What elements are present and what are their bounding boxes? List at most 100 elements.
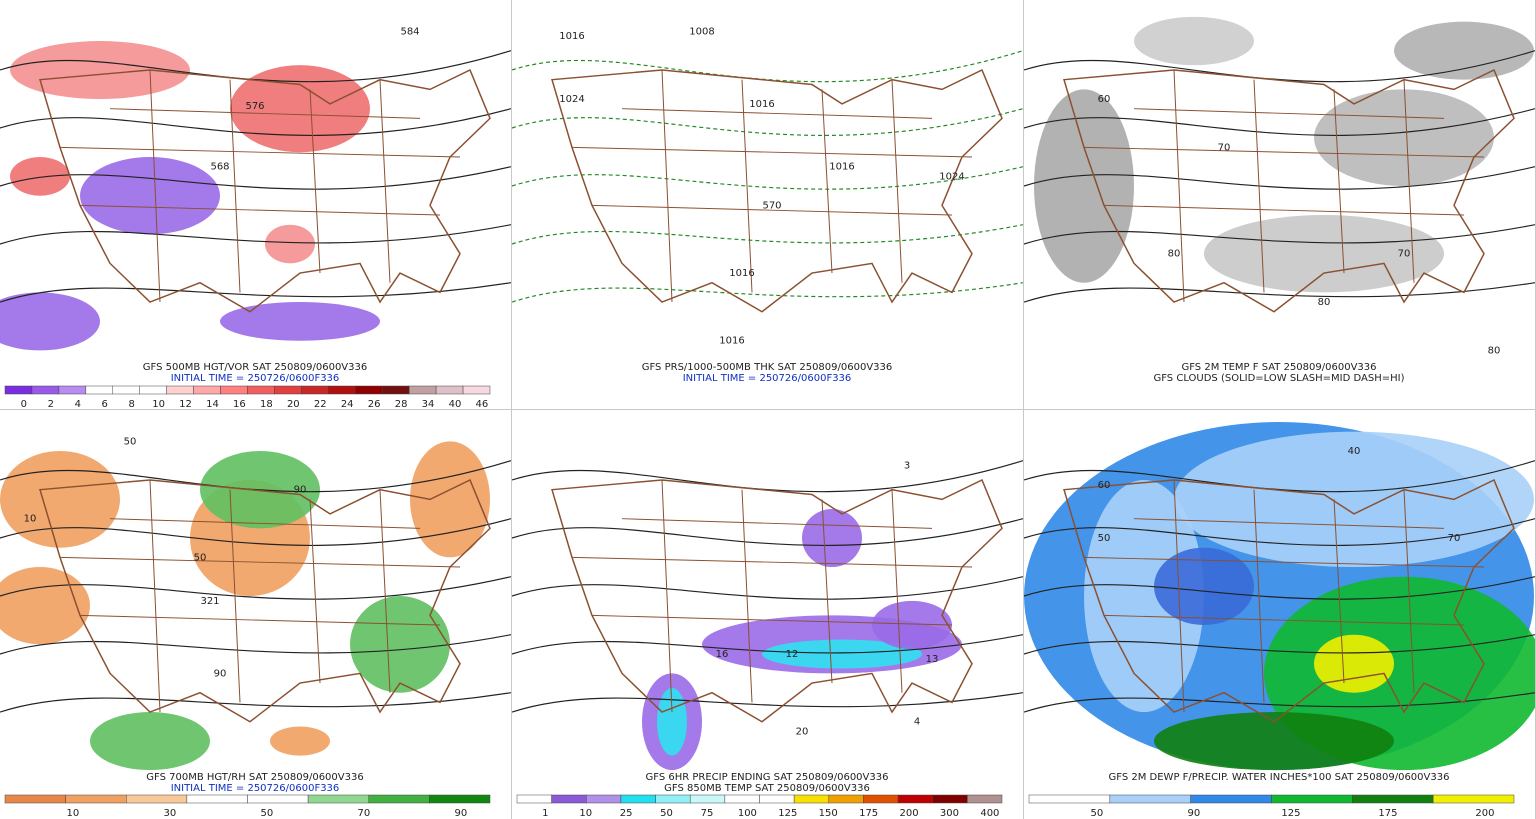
state-border	[1173, 69, 1185, 303]
contour	[512, 518, 1023, 546]
colorbar-label: 25	[620, 808, 633, 819]
field-shading	[1034, 89, 1134, 283]
colorbar-swatch	[4, 385, 33, 395]
field-shading	[10, 157, 70, 196]
contour	[0, 576, 511, 600]
state-border	[661, 479, 673, 713]
state-border	[821, 89, 833, 274]
colorbar-swatch	[1352, 794, 1434, 804]
colorbar-swatch	[1028, 794, 1111, 804]
state-border	[821, 499, 833, 684]
colorbar-label: 90	[455, 808, 468, 819]
contour-label: 70	[1448, 533, 1461, 544]
contour	[0, 166, 511, 190]
caption: GFS 6HR PRECIP ENDING SAT 250809/0600V33…	[646, 772, 889, 783]
field-shading	[657, 687, 687, 756]
map	[1024, 16, 1535, 313]
contour-label: 13	[926, 654, 939, 665]
colorbar-swatch	[307, 794, 369, 804]
colorbar-label: 18	[260, 399, 273, 409]
field-shading	[265, 224, 315, 264]
contour-label: 80	[1168, 249, 1181, 260]
state-border	[109, 518, 421, 529]
state-border	[1103, 204, 1465, 216]
colorbar-swatch	[247, 385, 275, 395]
field-shading	[0, 567, 90, 645]
map	[1024, 422, 1535, 771]
map	[512, 460, 1023, 771]
field-shading	[10, 41, 190, 100]
contour-label: 80	[1488, 345, 1501, 356]
state-border	[1083, 556, 1485, 568]
field-shading	[1154, 712, 1394, 771]
state-border	[891, 79, 903, 283]
field-shading	[1174, 431, 1534, 568]
contour-label: 576	[245, 101, 264, 112]
colorbar-swatch	[793, 794, 830, 804]
contour	[0, 224, 511, 245]
colorbar-label: 200	[899, 808, 918, 819]
colorbar-swatch	[586, 794, 622, 804]
state-border	[571, 556, 973, 568]
map-panel: 3 16 12 13 20 4 GFS 6HR PRECIP ENDING SAT 2508…	[512, 410, 1023, 819]
field-shading	[1394, 21, 1534, 80]
contour	[512, 282, 1023, 303]
colorbar-swatch	[247, 794, 309, 804]
country-outline	[39, 479, 491, 723]
colorbar-swatch	[967, 794, 1003, 804]
contour-label: 1016	[829, 162, 854, 173]
state-border	[1133, 108, 1445, 119]
colorbar-swatch	[139, 385, 167, 395]
colorbar-swatch	[4, 794, 66, 804]
colorbar-label: 10	[152, 399, 165, 409]
field-shading	[0, 292, 100, 351]
state-border	[591, 204, 953, 216]
colorbar-label: 50	[1091, 808, 1104, 819]
contour	[0, 282, 511, 303]
contour	[1024, 692, 1535, 713]
field-shading	[1204, 215, 1444, 293]
field-shading	[872, 600, 952, 650]
contour-label: 70	[1398, 249, 1411, 260]
map-panel: 60 70 80 80 70 80 GFS 2M TEMP F SAT 250809/060…	[1024, 0, 1535, 409]
state-border	[79, 204, 441, 216]
map-panel: 60 50 40 70 GFS 2M DEWP F/PRECIP. WATER INCH…	[1024, 410, 1535, 819]
state-border	[621, 108, 933, 119]
colorbar-swatch	[516, 794, 552, 804]
colorbar-label: 40	[449, 399, 462, 409]
country-outline	[551, 479, 1003, 723]
colorbar-label: 28	[395, 399, 408, 409]
colorbar-label: 30	[164, 808, 177, 819]
contour-label: 60	[1098, 94, 1111, 105]
field-shading	[90, 712, 210, 771]
colorbar-swatch	[112, 385, 140, 395]
state-border	[309, 89, 321, 274]
state-border	[1103, 614, 1465, 626]
state-border	[149, 69, 161, 303]
colorbar-swatch	[355, 385, 383, 395]
contour-label: 1008	[689, 26, 714, 37]
caption: GFS 500MB HGT/VOR SAT 250809/0600V336	[143, 362, 367, 373]
contour	[512, 692, 1023, 713]
colorbar-label: 20	[287, 399, 300, 409]
contour	[0, 634, 511, 655]
contour-label: 40	[1348, 446, 1361, 457]
state-border	[1253, 79, 1265, 293]
field-shading	[1084, 480, 1204, 713]
colorbar-label: 0	[21, 399, 27, 409]
caption: INITIAL TIME = 250726/0600F336	[171, 783, 340, 794]
colorbar-label: 12	[179, 399, 192, 409]
colorbar-label: 2	[48, 399, 54, 409]
contour	[1024, 634, 1535, 655]
contour-label: 3	[904, 461, 910, 472]
contour-label: 1024	[939, 171, 964, 182]
colorbar-swatch	[724, 794, 760, 804]
field-shading	[270, 726, 330, 756]
caption: GFS PRS/1000-500MB THK SAT 250809/0600V3…	[642, 362, 893, 373]
colorbar-swatch	[186, 794, 248, 804]
state-border	[591, 614, 953, 626]
state-border	[741, 489, 753, 703]
state-border	[229, 79, 241, 293]
contour-label: 10	[24, 514, 37, 525]
